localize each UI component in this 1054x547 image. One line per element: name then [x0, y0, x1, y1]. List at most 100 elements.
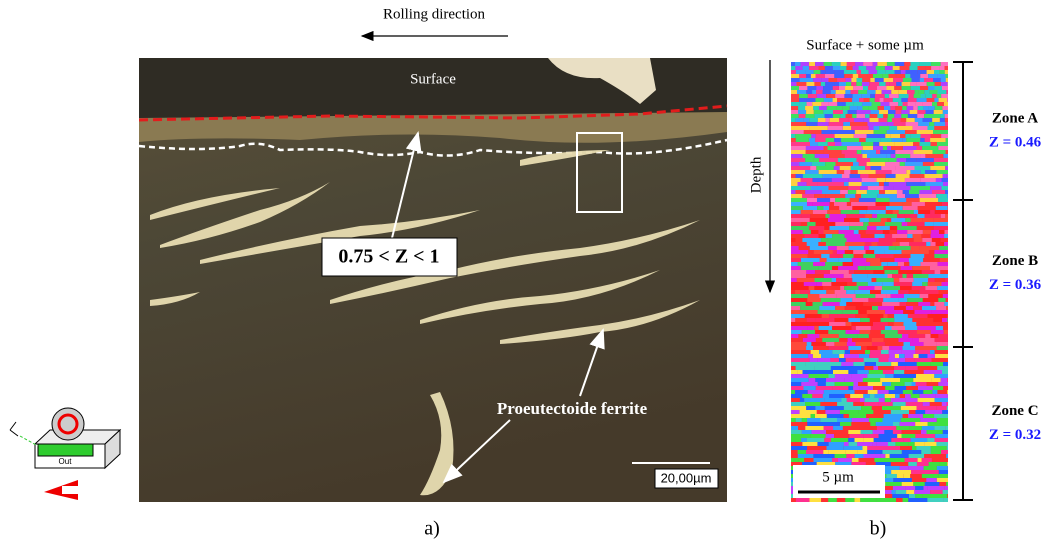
grain — [902, 274, 907, 278]
grain — [853, 230, 859, 234]
grain — [877, 86, 887, 90]
grain — [875, 94, 885, 98]
grain — [807, 334, 820, 338]
grain — [823, 110, 833, 114]
grain — [918, 302, 931, 306]
grain — [878, 366, 895, 370]
grain — [900, 406, 917, 410]
grain — [809, 62, 816, 66]
grain — [934, 162, 948, 166]
grain — [895, 442, 909, 446]
grain — [868, 418, 883, 422]
depth-label: Depth — [748, 156, 764, 193]
grain — [791, 250, 809, 254]
grain — [837, 402, 854, 406]
grain — [810, 74, 816, 78]
grain — [889, 102, 899, 106]
grain — [858, 410, 874, 414]
grain — [889, 94, 899, 98]
grain — [834, 454, 847, 458]
grain — [799, 102, 807, 106]
grain — [889, 226, 898, 230]
grain — [807, 86, 817, 90]
grain — [864, 398, 879, 402]
grain — [906, 198, 920, 202]
grain — [791, 74, 800, 78]
micrograph: Surface 0.75 < Z < 1 Proeutectoide ferri… — [138, 58, 728, 502]
grain — [867, 186, 884, 190]
grain — [814, 326, 819, 330]
grain — [821, 254, 830, 258]
grain — [834, 134, 854, 138]
grain — [905, 218, 911, 222]
grain — [807, 422, 822, 426]
grain — [806, 270, 815, 274]
grain — [901, 82, 911, 86]
grain — [942, 106, 948, 110]
grain — [825, 214, 830, 218]
grain — [934, 98, 939, 102]
grain — [801, 430, 812, 434]
grain — [824, 114, 833, 118]
grain — [924, 346, 937, 350]
grain — [791, 78, 800, 82]
grain — [878, 358, 889, 362]
grain — [916, 446, 931, 450]
grain — [858, 458, 875, 462]
grain — [891, 382, 905, 386]
grain — [887, 314, 895, 318]
grain — [863, 434, 879, 438]
grain — [914, 310, 932, 314]
grain — [913, 274, 929, 278]
grain — [901, 114, 908, 118]
grain — [802, 154, 815, 158]
grain — [861, 82, 870, 86]
grain — [849, 198, 859, 202]
grain — [890, 106, 896, 110]
grain — [927, 438, 935, 442]
grain — [916, 146, 922, 150]
grain — [823, 86, 833, 90]
grain — [891, 470, 912, 474]
grain — [942, 86, 948, 90]
grain — [806, 406, 816, 410]
grain — [932, 386, 944, 390]
grain — [870, 94, 875, 98]
grain — [917, 110, 926, 114]
grain — [814, 286, 823, 290]
grain — [825, 242, 846, 246]
grain — [863, 238, 879, 242]
grain — [911, 370, 924, 374]
grain — [889, 454, 909, 458]
grain — [808, 250, 814, 254]
grain — [809, 138, 816, 142]
grain — [924, 214, 941, 218]
grain — [862, 126, 869, 130]
grain — [846, 454, 855, 458]
grain — [940, 82, 948, 86]
grain — [914, 358, 932, 362]
grain — [892, 242, 900, 246]
grain — [898, 270, 904, 274]
grain — [913, 142, 920, 146]
grain — [818, 230, 824, 234]
grain — [854, 390, 868, 394]
grain — [795, 134, 812, 138]
grain — [890, 462, 909, 466]
grain — [853, 386, 860, 390]
grain — [926, 98, 935, 102]
grain — [939, 258, 948, 262]
grain — [934, 122, 946, 126]
grain — [866, 162, 886, 166]
grain — [846, 146, 863, 150]
grain — [791, 366, 796, 370]
grain — [915, 494, 923, 498]
grain — [847, 338, 852, 342]
grain — [795, 138, 809, 142]
grain — [864, 402, 879, 406]
grain — [791, 82, 797, 86]
grain — [881, 166, 896, 170]
grain — [870, 110, 880, 114]
grain — [791, 374, 809, 378]
grain — [938, 290, 948, 294]
